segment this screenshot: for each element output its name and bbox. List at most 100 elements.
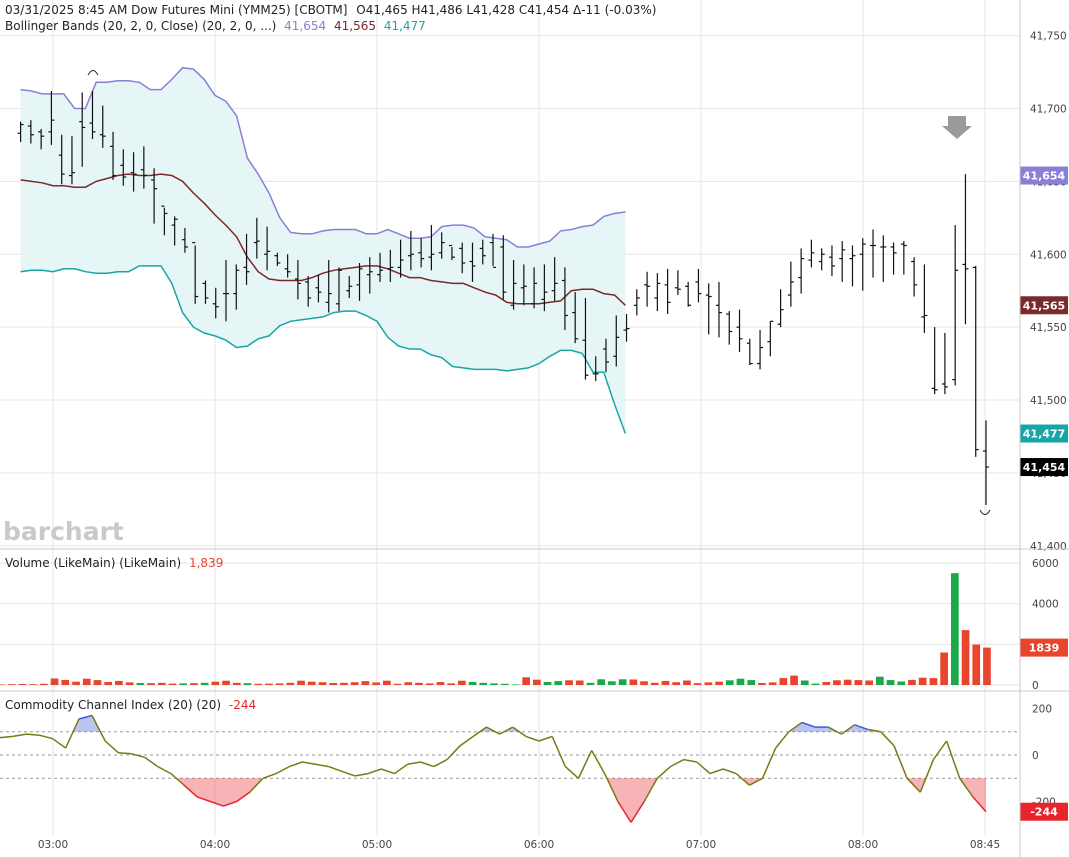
cci-tick-label: 0 — [1032, 750, 1039, 762]
volume-tick-label: 6000 — [1032, 558, 1059, 570]
cci-readout: -244 — [229, 698, 256, 712]
volume-bar — [940, 652, 948, 685]
cci-line-segment — [367, 768, 382, 775]
tag-last-price-text: 41,454 — [1023, 461, 1066, 474]
volume-bar — [490, 683, 498, 685]
ohlc-bar — [223, 260, 230, 322]
cci-line-segment — [656, 766, 671, 779]
tag-bb-upper-text: 41,654 — [1023, 170, 1066, 183]
volume-bar — [72, 681, 80, 685]
volume-bar — [747, 680, 756, 685]
cci-line-segment — [104, 740, 119, 754]
ohlc-bar — [202, 280, 209, 304]
cci-line-segment — [354, 772, 369, 777]
cci-oversold-fill — [210, 778, 224, 807]
price-bars — [17, 91, 989, 505]
volume-bar — [640, 681, 648, 685]
volume-bar — [575, 680, 584, 685]
cci-line-segment — [893, 745, 908, 779]
ohlc-bar — [870, 229, 877, 278]
ohlc-bar — [757, 330, 764, 370]
cci-line-segment — [407, 761, 421, 766]
cci-line-segment — [236, 791, 251, 803]
ohlc-bar — [798, 248, 805, 294]
bollinger-upper-line — [20, 66, 626, 248]
ohlc-bar — [130, 152, 137, 192]
volume-bar — [983, 647, 991, 685]
volume-bar — [104, 682, 112, 685]
ohlc-bar — [110, 131, 117, 180]
time-tick-label: 08:00 — [848, 839, 878, 851]
cci-oversold-fill — [972, 778, 986, 812]
ohlc-bar — [58, 134, 65, 185]
ohlc-bar — [243, 233, 250, 285]
volume-bar — [597, 679, 605, 685]
bb-header: Bollinger Bands (20, 2, 0, Close) (20, 2… — [5, 19, 426, 33]
time-tick-label: 06:00 — [524, 839, 554, 851]
volume-bar — [82, 678, 91, 685]
ohlc-bar — [900, 241, 907, 275]
cci-line-segment — [972, 796, 987, 813]
ohlc-bar — [787, 261, 794, 307]
cci-line-segment — [0, 735, 14, 739]
tag-bb-upper: 41,654 — [1020, 166, 1068, 185]
bollinger-middle-line — [20, 173, 626, 306]
cci-line-segment — [932, 740, 948, 761]
volume-bar — [876, 676, 884, 685]
cci-line-segment — [722, 768, 737, 775]
cci-line-segment — [302, 761, 316, 766]
ohlc-bar — [531, 267, 538, 309]
tag-bb-middle: 41,565 — [1020, 296, 1068, 315]
cci-line-segment — [472, 726, 487, 738]
cci-title: Commodity Channel Index (20) (20) — [5, 698, 221, 712]
cci-oversold-fill — [184, 778, 198, 797]
bb-lower-readout: 41,477 — [384, 19, 426, 33]
ohlc-bar — [623, 314, 630, 342]
ohlc-bar — [664, 268, 671, 315]
volume-bar — [511, 684, 520, 685]
cci-line-segment — [486, 726, 500, 735]
cci-line-segment — [65, 718, 80, 749]
cci-line-segment — [131, 753, 145, 759]
ohlc-bar — [644, 271, 651, 307]
volume-bar — [350, 682, 359, 685]
bb-upper-readout: 41,654 — [284, 19, 326, 33]
tag-bb-lower-bg — [1020, 424, 1068, 443]
ohlc-bar — [212, 287, 219, 319]
volume-bar — [7, 684, 16, 685]
ohlc-bar — [397, 239, 404, 278]
price-tick-label: 41,500 — [1030, 395, 1067, 407]
time-tick-label: 08:45 — [970, 839, 1000, 851]
time-tick-label: 03:00 — [38, 839, 68, 851]
volume-bar — [447, 683, 455, 685]
volume-bar — [650, 682, 659, 685]
volume-bar — [393, 683, 402, 685]
ohlc-bar — [890, 242, 897, 275]
ohlc-bar — [294, 260, 301, 300]
volume-bar — [929, 678, 938, 685]
cci-line-segment — [775, 731, 790, 749]
cci-line-segment — [393, 763, 408, 775]
cci-line-segment — [170, 773, 185, 786]
bollinger-bands — [20, 66, 627, 434]
volume-bar — [275, 683, 284, 685]
cci-oversold-fill — [236, 778, 250, 802]
ohlc-bar — [346, 276, 353, 298]
volume-bar — [372, 682, 380, 685]
cci-line-segment — [52, 738, 67, 749]
cci-line-segment — [854, 724, 868, 731]
ohlc-bar — [89, 91, 96, 140]
cci-line-segment — [643, 777, 658, 802]
cci-line-segment — [919, 759, 935, 793]
volume-header: Volume (LikeMain) (LikeMain) 1,839 — [5, 556, 223, 570]
cci-line-segment — [78, 714, 93, 720]
volume-bar — [211, 681, 220, 685]
instrument-title: 03/31/2025 8:45 AM Dow Futures Mini (YMM… — [5, 3, 347, 17]
volume-bar — [361, 681, 370, 685]
ohlc-bar — [418, 238, 425, 268]
cci-oversold-fill — [617, 778, 631, 823]
barchart-logo: barchart — [3, 517, 124, 546]
price-tick-label: 41,750 — [1030, 31, 1067, 43]
swing-high-marker-icon — [87, 70, 99, 76]
